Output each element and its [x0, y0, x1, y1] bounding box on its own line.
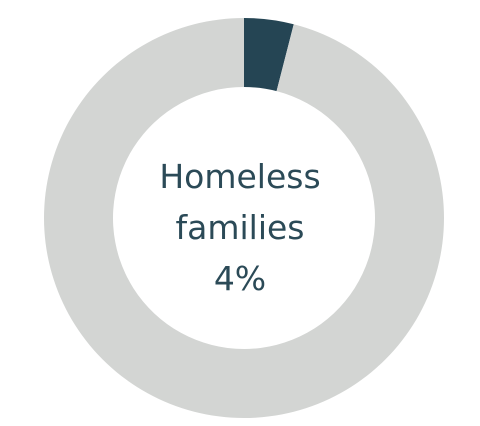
center-label-line2: families	[175, 208, 305, 247]
donut-slice-other	[43, 18, 444, 418]
center-label-value: 4%	[213, 259, 267, 298]
donut-slice-homeless-families	[244, 18, 294, 92]
center-label-line1: Homeless	[159, 157, 321, 196]
